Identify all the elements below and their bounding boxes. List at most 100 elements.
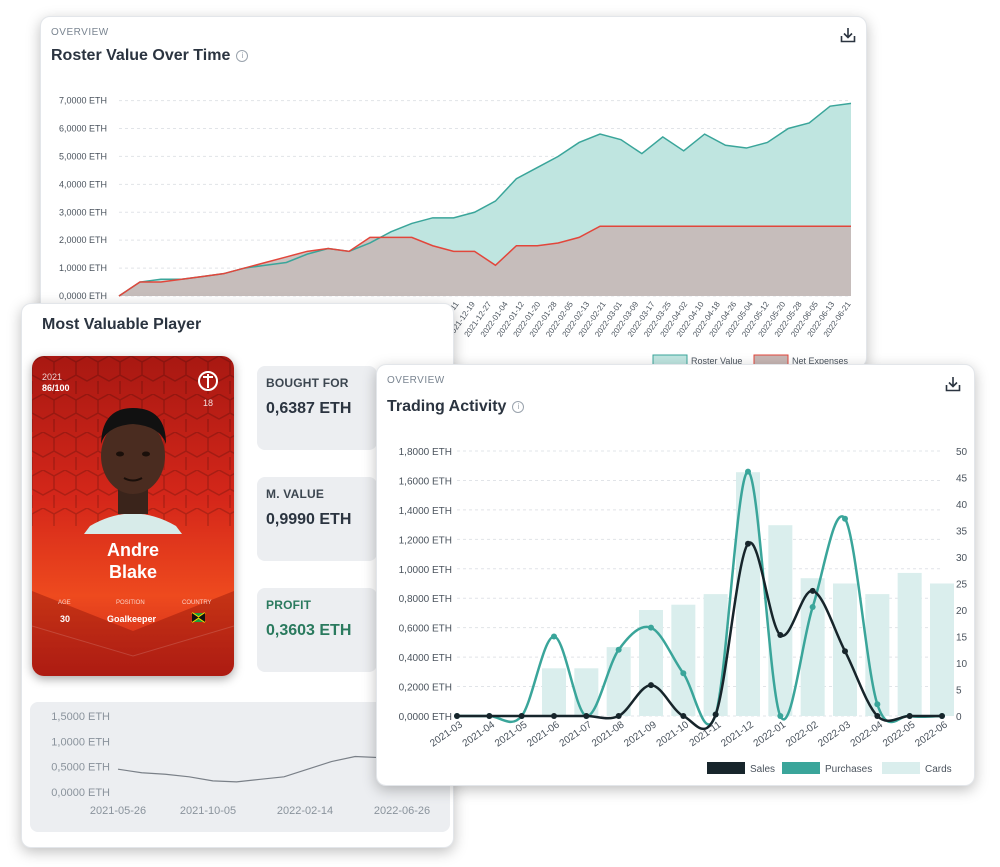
legend-swatch-sales (707, 762, 745, 774)
bought-for-label: BOUGHT FOR (266, 376, 349, 390)
mini-xtick: 2022-02-14 (277, 805, 333, 817)
card-age-label: AGE (58, 600, 71, 606)
sales-point (809, 587, 816, 594)
purchases-point (551, 633, 557, 640)
purchases-point (842, 515, 848, 522)
roster-ytick: 0,0000 ETH (59, 291, 107, 301)
legend-swatch-cards (882, 762, 920, 774)
sales-point (939, 713, 945, 719)
roster-overline: OVERVIEW (51, 27, 109, 38)
trading-ytick-left: 0,4000 ETH (399, 653, 452, 664)
legend-label-sales: Sales (750, 764, 775, 775)
legend-label-net-expenses: Net Expenses (792, 356, 849, 366)
info-icon[interactable]: i (236, 50, 249, 62)
sales-point (745, 540, 751, 547)
cards-bar (542, 668, 566, 716)
market-value-label: M. VALUE (266, 487, 325, 501)
trading-ytick-right: 5 (956, 686, 962, 697)
trading-ytick-right: 0 (956, 712, 962, 723)
trading-ytick-right: 30 (956, 553, 968, 564)
trading-ytick-left: 0,8000 ETH (399, 594, 452, 605)
download-icon[interactable] (944, 375, 962, 393)
player-card[interactable]: 2021 86/100 18 Andre Blake AGE POSITION … (32, 356, 234, 676)
trading-xtick: 2021-03 (428, 719, 465, 749)
mini-ytick: 1,0000 ETH (51, 736, 110, 748)
trading-xtick: 2021-04 (461, 719, 498, 749)
roster-ytick: 1,0000 ETH (59, 263, 107, 273)
card-position-label: POSITION (116, 600, 145, 606)
sales-point (712, 711, 719, 718)
trading-ytick-right: 10 (956, 659, 968, 670)
roster-ytick: 3,0000 ETH (59, 207, 107, 217)
trading-xtick: 2021-06 (525, 719, 562, 749)
roster-ytick: 4,0000 ETH (59, 179, 107, 189)
trading-xtick: 2022-05 (881, 719, 918, 749)
sales-point (486, 713, 493, 719)
trading-ytick-left: 1,6000 ETH (399, 476, 452, 487)
download-icon[interactable] (839, 26, 857, 44)
mini-xtick: 2021-05-26 (90, 805, 146, 817)
mini-xtick: 2021-10-05 (180, 805, 236, 817)
trading-xtick: 2022-01 (752, 719, 789, 749)
sales-point (777, 632, 784, 639)
trading-ytick-left: 1,8000 ETH (399, 447, 452, 458)
mini-xtick: 2022-06-26 (374, 805, 430, 817)
player-card-art (32, 356, 234, 676)
trading-ytick-right: 50 (956, 447, 968, 458)
purchases-point (809, 604, 816, 611)
sales-point (583, 713, 590, 719)
club-crest-icon (198, 371, 218, 391)
sales-point (842, 648, 848, 655)
profit-stat: PROFIT 0,3603 ETH (257, 588, 377, 672)
trading-xtick: 2022-06 (913, 719, 950, 749)
cards-bar (897, 572, 922, 716)
trading-xtick: 2022-02 (784, 719, 821, 749)
roster-ytick: 6,0000 ETH (59, 124, 107, 134)
bought-for-value: 0,6387 ETH (266, 400, 352, 417)
trading-title-text: Trading Activity (387, 398, 507, 415)
trading-chart: 0,0000 ETH 0,2000 ETH 0,4000 ETH 0,6000 ETH… (399, 447, 968, 775)
trading-overline: OVERVIEW (387, 375, 445, 386)
legend-swatch-purchases (782, 762, 820, 774)
trading-title: Trading Activity i (387, 398, 525, 416)
trading-xtick: 2021-09 (622, 719, 659, 749)
mini-value-chart: 0,0000 ETH 0,5000 ETH 1,0000 ETH 1,5000 ETH… (51, 711, 450, 817)
trading-ytick-left: 1,4000 ETH (399, 506, 452, 517)
cards-bar (768, 525, 793, 716)
purchases-point (648, 624, 654, 631)
trading-ytick-left: 0,6000 ETH (399, 624, 452, 635)
player-portrait (84, 408, 182, 534)
roster-title: Roster Value Over Time i (51, 47, 249, 65)
sales-point (551, 713, 557, 719)
trading-ytick-right: 20 (956, 606, 968, 617)
trading-ytick-right: 40 (956, 500, 968, 511)
market-value-value: 0,9990 ETH (266, 511, 352, 528)
mvp-title: Most Valuable Player (42, 316, 202, 333)
mini-ytick: 1,5000 ETH (51, 711, 110, 723)
trading-ytick-right: 15 (956, 633, 968, 644)
info-icon[interactable]: i (512, 401, 525, 413)
card-first-name: Andre (106, 540, 159, 560)
trading-xtick: 2021-07 (558, 719, 595, 749)
net-expenses-line (118, 225, 851, 297)
card-season: 2021 (42, 372, 63, 382)
trading-ytick-left: 1,0000 ETH (399, 565, 452, 576)
roster-ytick: 5,0000 ETH (59, 151, 107, 161)
mini-ytick: 0,5000 ETH (51, 762, 110, 774)
card-number: 18 (203, 398, 214, 408)
mini-ytick: 0,0000 ETH (51, 787, 110, 799)
trading-xtick: 2022-03 (816, 719, 853, 749)
trading-ytick-right: 35 (956, 527, 968, 538)
net-expenses-area (119, 226, 851, 296)
roster-chart: 0,0000 ETH 1,0000 ETH 2,0000 ETH 3,0000 ETH… (59, 96, 853, 366)
trading-ytick-right: 45 (956, 474, 968, 485)
roster-ytick: 2,0000 ETH (59, 235, 107, 245)
card-age: 30 (60, 614, 71, 624)
trading-xtick: 2021-08 (590, 719, 627, 749)
legend-label-purchases: Purchases (825, 764, 872, 775)
purchases-point (680, 670, 687, 677)
trading-ytick-left: 1,2000 ETH (399, 535, 452, 546)
trading-ytick-left: 0,2000 ETH (399, 683, 452, 694)
trading-xtick: 2021-05 (493, 719, 530, 749)
profit-value: 0,3603 ETH (266, 622, 352, 639)
